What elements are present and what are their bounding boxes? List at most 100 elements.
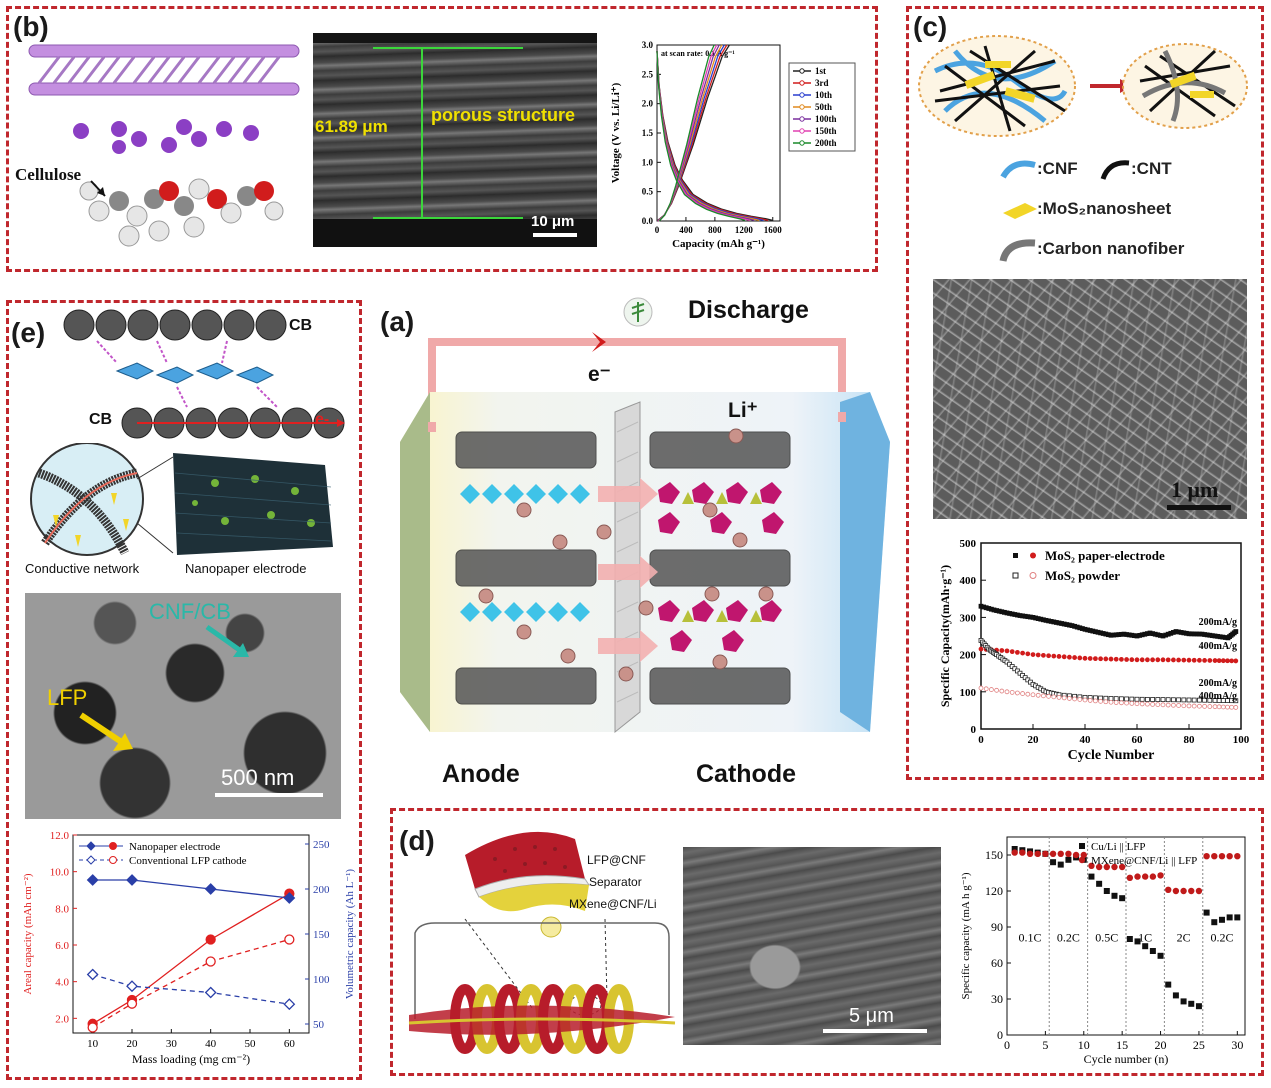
sem-mxene-surface: 5 μm: [683, 847, 941, 1045]
discharge-curve-200th: [656, 50, 746, 222]
electron-flow-label: e⁻: [588, 363, 611, 386]
lfp-cnf-label: LFP@CNF: [587, 853, 646, 867]
data-point-powder 400mA/g: [1233, 705, 1239, 710]
nanopaper-electrode-label: Nanopaper electrode: [185, 561, 307, 576]
y-axis-label: Voltage (V vs. Li/Li⁺): [610, 82, 622, 183]
cnt-icon: [1100, 160, 1130, 180]
x-tick-label: 0: [655, 225, 660, 235]
x-tick-label: 60: [1132, 734, 1144, 746]
data-point-MXene@CNF/Li || LFP: [1011, 849, 1018, 856]
data-point-paper 400mA/g: [978, 646, 984, 652]
data-point-powder 400mA/g: [1077, 697, 1083, 702]
data-point-MXene@CNF/Li || LFP: [1195, 887, 1203, 895]
sem-cross-section: 61.89 μm porous structure 10 μm: [313, 33, 597, 247]
data-point-MXene@CNF/Li || LFP: [1103, 863, 1111, 871]
cellulose-label: Cellulose: [15, 165, 82, 184]
x-axis-label: Capacity (mAh g⁻¹): [672, 238, 765, 250]
panel-a: (a): [370, 292, 900, 792]
data-point-powder 200mA/g: [1144, 696, 1150, 702]
data-point-powder 400mA/g: [1165, 702, 1171, 708]
data-point-powder 400mA/g: [1129, 701, 1135, 706]
data-point-powder 200mA/g: [1233, 698, 1239, 704]
data-point-paper 400mA/g: [1066, 654, 1072, 660]
legend-marker: [86, 841, 96, 851]
panel-d-label: (d): [399, 825, 435, 856]
data-point-powder 400mA/g: [1004, 689, 1010, 695]
data-point-MXene@CNF/Li || LFP: [1165, 886, 1172, 893]
data-point-MXene@CNF/Li || LFP: [1049, 850, 1057, 857]
series-line-Conventional LFP cathode areal: [92, 938, 290, 1029]
data-point-Cu/Li || LFP: [1234, 914, 1241, 921]
series-line-Nanopaper electrode volumetric: [92, 879, 290, 899]
legend-marker-powder-400: [1029, 572, 1037, 579]
y-tick-label: 0.0: [642, 216, 654, 226]
data-point-Cu/Li || LFP: [1188, 1000, 1195, 1007]
data-point-powder 400mA/g: [1196, 703, 1202, 709]
tem-image: CNF/CB LFP 500 nm: [25, 593, 341, 819]
legend-marker: [86, 855, 96, 865]
legend-marker-100th: [799, 116, 805, 122]
x-tick-label: 400: [679, 225, 693, 235]
nanostructure-schematic: [918, 35, 1248, 137]
data-point-powder 400mA/g: [1098, 698, 1104, 704]
data-point-paper 400mA/g: [1176, 657, 1182, 663]
data-point-Cu/Li || LFP: [1126, 936, 1133, 942]
sem-scale-label: 10 μm: [531, 213, 575, 230]
data-point-paper 400mA/g: [999, 648, 1005, 653]
data-point-Cu/Li || LFP: [1057, 861, 1064, 868]
data-point-powder 400mA/g: [1220, 704, 1226, 710]
data-point-paper 400mA/g: [1030, 652, 1036, 657]
series-line-Nanopaper electrode areal: [92, 893, 290, 1025]
panel-b-label: (b): [13, 11, 49, 42]
data-point-Nanopaper electrode volumetric: [126, 874, 138, 886]
panel-b: (b): [6, 6, 878, 272]
data-point-Cu/Li || LFP: [1134, 938, 1141, 945]
data-point-Conventional LFP cathode volumetric: [283, 998, 296, 1011]
rate-label: 0.5C: [1095, 930, 1118, 944]
y-tick-label: 200: [960, 650, 977, 662]
panel-c: (c) :CNF :CNT :MoS₂nanosheet :Carbon nan…: [906, 6, 1264, 780]
battery-schematic: [400, 297, 890, 734]
data-point-paper 400mA/g: [1108, 656, 1114, 662]
legend-marker-10th: [799, 92, 805, 98]
data-point-paper 400mA/g: [1092, 656, 1098, 662]
data-point-paper 400mA/g: [1170, 657, 1176, 663]
data-point-MXene@CNF/Li || LFP: [1141, 873, 1149, 880]
sem-fiber-scale-label: 1 μm: [1171, 477, 1219, 502]
data-point-powder 400mA/g: [1020, 691, 1025, 696]
data-point-MXene@CNF/Li || LFP: [1072, 851, 1080, 859]
legend-box: [788, 62, 856, 152]
annotation-rate: 400mA/g: [1199, 641, 1237, 652]
data-point-paper 400mA/g: [1004, 648, 1010, 654]
data-point-paper 400mA/g: [1113, 656, 1119, 662]
data-point-Cu/Li || LFP: [1172, 992, 1179, 999]
data-point-MXene@CNF/Li || LFP: [1080, 851, 1087, 859]
data-point-MXene@CNF/Li || LFP: [1218, 853, 1226, 860]
rate-label: 0.2C: [1210, 930, 1233, 944]
data-point-Cu/Li || LFP: [1195, 1003, 1202, 1010]
y-tick-label: 0: [971, 724, 977, 736]
data-point-powder 400mA/g: [1056, 694, 1062, 700]
data-point-MXene@CNF/Li || LFP: [1180, 887, 1187, 895]
data-point-MXene@CNF/Li || LFP: [1188, 887, 1195, 895]
cycling-capacity-chart: 0 20 40 60 80 100 0 100 200 300 400 500 Cycle Number…: [938, 538, 1250, 763]
x-tick-label: 100: [1233, 734, 1250, 746]
data-point-paper 400mA/g: [1144, 657, 1150, 663]
data-point-powder 400mA/g: [1207, 704, 1213, 709]
data-point-paper 400mA/g: [1061, 654, 1067, 660]
x-tick-label: 60: [284, 1038, 296, 1050]
y-tick-label: 90: [991, 920, 1003, 934]
data-point-paper 400mA/g: [1233, 658, 1239, 664]
data-point-paper 400mA/g: [1118, 656, 1124, 662]
data-point-powder 200mA/g: [1155, 697, 1161, 702]
x-tick-label: 10: [1078, 1038, 1090, 1052]
data-point-powder 400mA/g: [1030, 692, 1036, 698]
rate-label: 0.2C: [1057, 930, 1080, 944]
data-point-paper 400mA/g: [1216, 658, 1222, 664]
legend-mos2: :MoS₂nanosheet: [1037, 199, 1172, 218]
x-tick-label: 20: [1028, 734, 1040, 746]
data-point-MXene@CNF/Li || LFP: [1065, 850, 1072, 857]
anode-label: Anode: [442, 760, 520, 788]
data-point-Cu/Li || LFP: [1203, 909, 1210, 916]
legend-cnf: :CNF: [1037, 159, 1078, 178]
